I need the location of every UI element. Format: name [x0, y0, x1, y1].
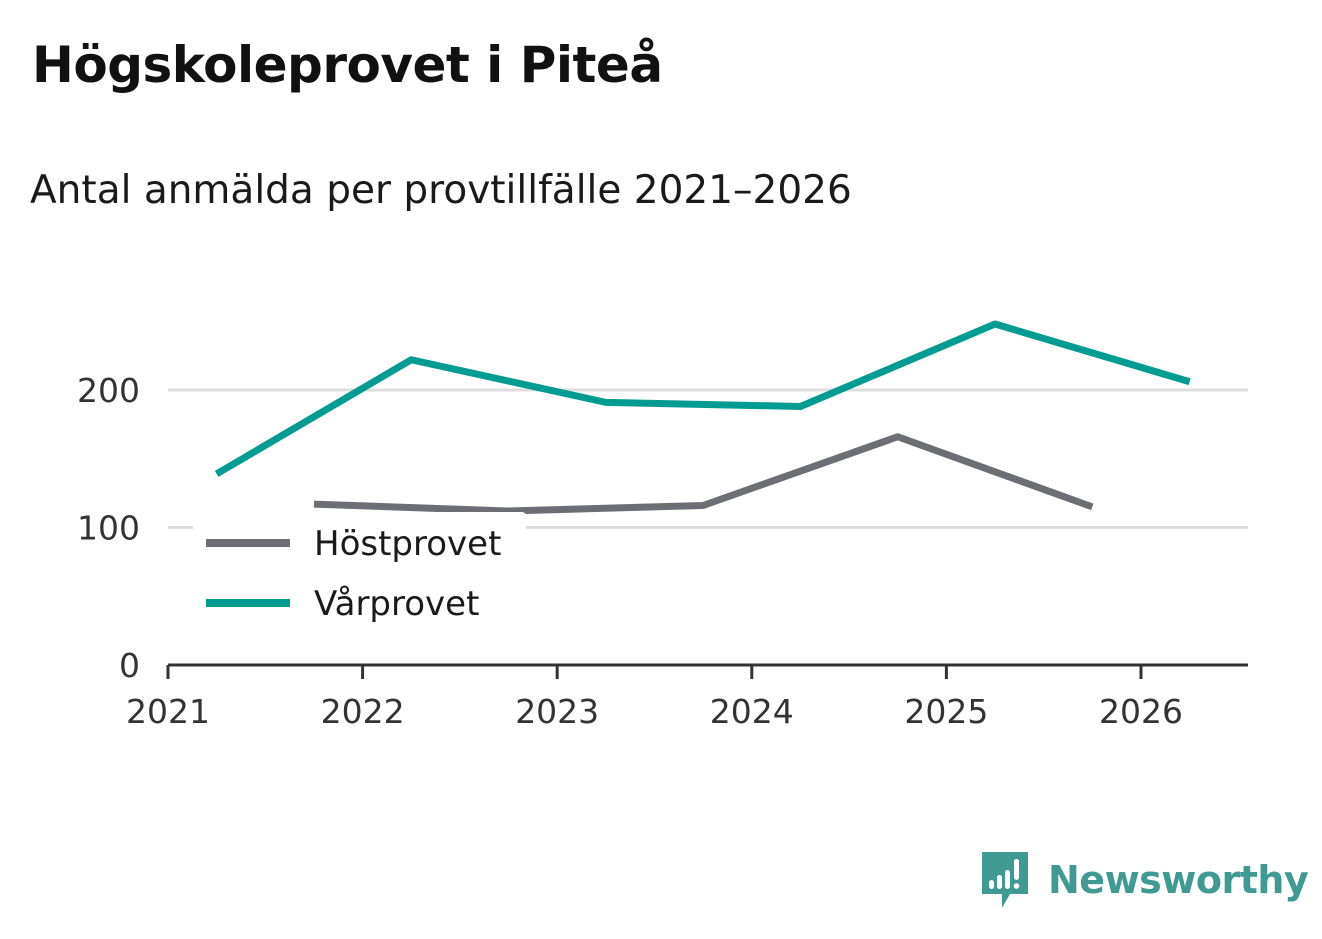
series-lines: [214, 320, 1191, 515]
x-tick-label-2025: 2025: [904, 692, 988, 731]
legend-label-0: Höstprovet: [314, 524, 501, 564]
legend: Höstprovet Vårprovet: [193, 512, 526, 637]
x-tick-label-2023: 2023: [515, 692, 599, 731]
series-line-1: [214, 320, 1191, 477]
x-tick-label-2022: 2022: [321, 692, 405, 731]
y-tick-label-200: 200: [77, 371, 140, 410]
gridlines: 0 100 200: [77, 371, 1248, 685]
y-tick-label-100: 100: [77, 509, 140, 548]
newsworthy-logo-icon: [982, 852, 1028, 908]
x-tick-label-2021: 2021: [126, 692, 210, 731]
series-line-0: [313, 433, 1094, 515]
legend-label-1: Vårprovet: [314, 584, 479, 624]
x-tick-label-2026: 2026: [1099, 692, 1183, 731]
y-tick-label-0: 0: [119, 646, 140, 685]
chart-title: Högskoleprovet i Piteå: [32, 36, 663, 94]
brand-name: Newsworthy: [1048, 858, 1309, 902]
x-axis: 2021 2022 2023 2024 2025 2026: [126, 663, 1248, 731]
brand: Newsworthy: [980, 850, 1309, 910]
chart-subtitle: Antal anmälda per provtillfälle 2021–202…: [30, 168, 852, 213]
x-tick-label-2024: 2024: [710, 692, 794, 731]
